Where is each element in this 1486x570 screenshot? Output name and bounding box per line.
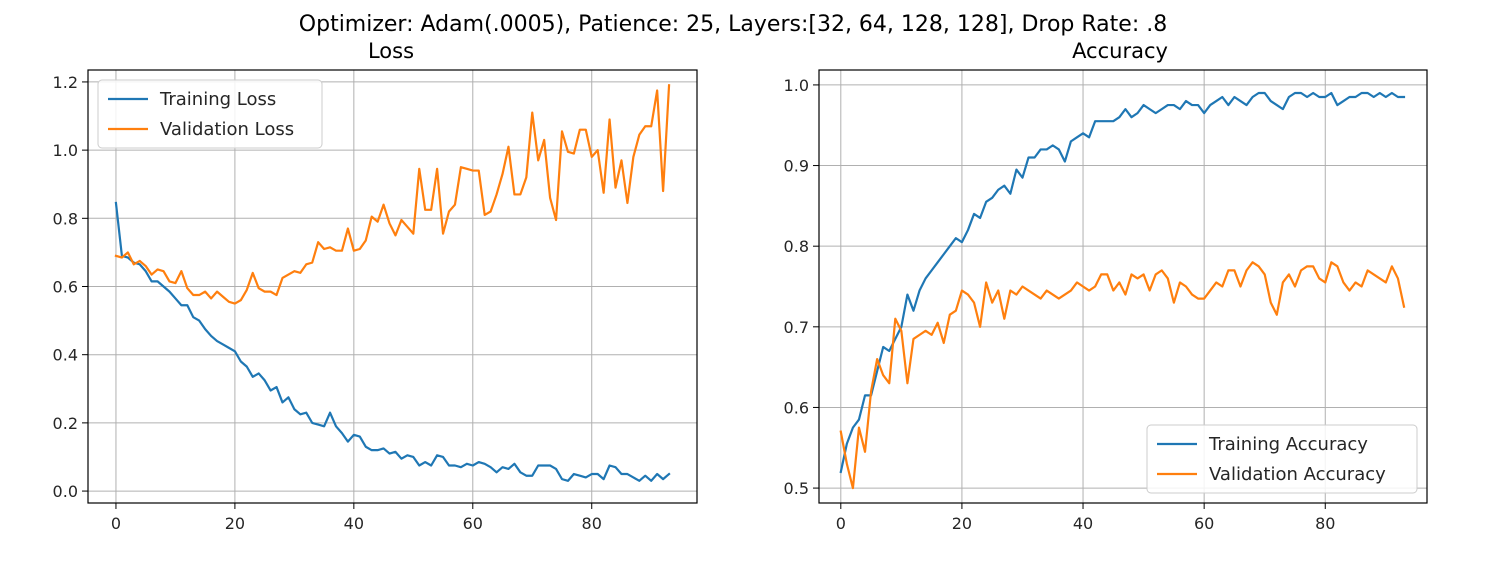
loss-xtick-label: 40 [344,514,364,533]
accuracy-chart-axes: 0 20 40 60 80 0.5 0.6 0.7 0.8 0.9 1.0 Training Accu… [784,69,1428,533]
loss-axes-frame [87,69,698,504]
loss-ytick-label: 1.0 [53,141,78,160]
figure-suptitle: Optimizer: Adam(.0005), Patience: 25, La… [299,12,1167,37]
loss-ytick-label: 0.2 [53,414,78,433]
loss-ytick-label: 0.0 [53,482,78,501]
loss-legend-box [97,79,323,149]
loss-ytick-label: 0.6 [53,278,78,297]
loss-ytick-label: 0.4 [53,346,78,365]
accuracy-legend-box [1146,424,1418,494]
accuracy-ytick-label: 0.7 [784,318,809,337]
accuracy-xtick-label: 60 [1194,514,1214,533]
loss-xtick-label: 0 [111,514,121,533]
loss-chart-axes: 0 20 40 60 80 0.0 0.2 0.4 0.6 0.8 1.0 1.2 Training L… [53,69,698,533]
accuracy-series-line-training [839,91,1406,474]
accuracy-legend: Training Accuracy Validation Accuracy [1146,424,1418,494]
loss-legend-label: Training Loss [159,89,276,110]
accuracy-legend-label: Validation Accuracy [1209,464,1386,485]
accuracy-xtick-label: 80 [1315,514,1335,533]
accuracy-xtick-label: 20 [952,514,972,533]
accuracy-ytick-label: 0.8 [784,237,809,256]
accuracy-ytick-label: 1.0 [784,76,809,95]
accuracy-ytick-label: 0.5 [784,479,809,498]
loss-legend: Training Loss Validation Loss [97,79,323,149]
loss-xtick-label: 80 [582,514,602,533]
loss-ytick-label: 1.2 [53,73,78,92]
accuracy-ytick-label: 0.6 [784,398,809,417]
loss-xtick-label: 20 [225,514,245,533]
accuracy-chart: Accuracy 0 20 40 60 80 0.5 0.6 0.7 0.8 0.9 1.0 Trai… [784,39,1428,533]
loss-ytick-label: 0.8 [53,209,78,228]
loss-chart: Loss 0 20 40 60 80 0.0 0.2 0.4 0.6 0.8 1.0 1.2 Train… [53,39,698,533]
loss-series-line-validation [114,84,671,305]
loss-chart-title: Loss [368,39,414,63]
accuracy-xtick-label: 40 [1073,514,1093,533]
accuracy-xtick-label: 0 [836,514,846,533]
loss-series-line-training [114,201,671,482]
loss-xtick-label: 60 [463,514,483,533]
accuracy-axes-frame [818,69,1428,504]
loss-legend-label: Validation Loss [160,119,294,140]
accuracy-series-line-validation [839,261,1406,490]
accuracy-ytick-label: 0.9 [784,157,809,176]
accuracy-legend-label: Training Accuracy [1208,434,1368,455]
accuracy-chart-title: Accuracy [1072,39,1168,63]
